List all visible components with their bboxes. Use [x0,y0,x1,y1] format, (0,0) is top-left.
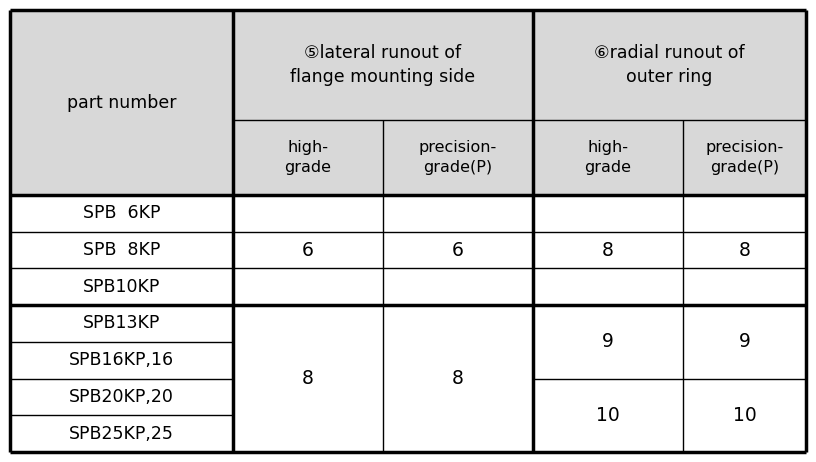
Text: 6: 6 [452,241,464,260]
Text: precision-
grade(P): precision- grade(P) [419,140,497,175]
Text: 8: 8 [452,369,464,388]
Text: part number: part number [67,93,176,111]
Text: SPB  6KP: SPB 6KP [82,204,160,222]
Bar [10,10,806,195]
Text: 9: 9 [602,332,614,352]
Text: ⑥radial runout of
outer ring: ⑥radial runout of outer ring [594,44,745,86]
Text: 8: 8 [302,369,314,388]
Text: 10: 10 [596,406,620,425]
Text: high-
grade: high- grade [584,140,632,175]
Text: SPB  8KP: SPB 8KP [82,241,160,259]
Text: SPB16KP,16: SPB16KP,16 [69,351,174,369]
Text: 10: 10 [733,406,756,425]
Text: 9: 9 [738,332,751,352]
Text: ⑤lateral runout of
flange mounting side: ⑤lateral runout of flange mounting side [290,44,476,86]
Text: SPB20KP,20: SPB20KP,20 [69,388,174,406]
Text: 8: 8 [602,241,614,260]
Text: 8: 8 [738,241,751,260]
Bar [10,195,806,452]
Text: high-
grade: high- grade [285,140,331,175]
Text: SPB25KP,25: SPB25KP,25 [69,425,174,443]
Text: 6: 6 [302,241,314,260]
Text: precision-
grade(P): precision- grade(P) [705,140,783,175]
Text: SPB13KP: SPB13KP [82,315,160,333]
Text: SPB10KP: SPB10KP [82,278,160,296]
